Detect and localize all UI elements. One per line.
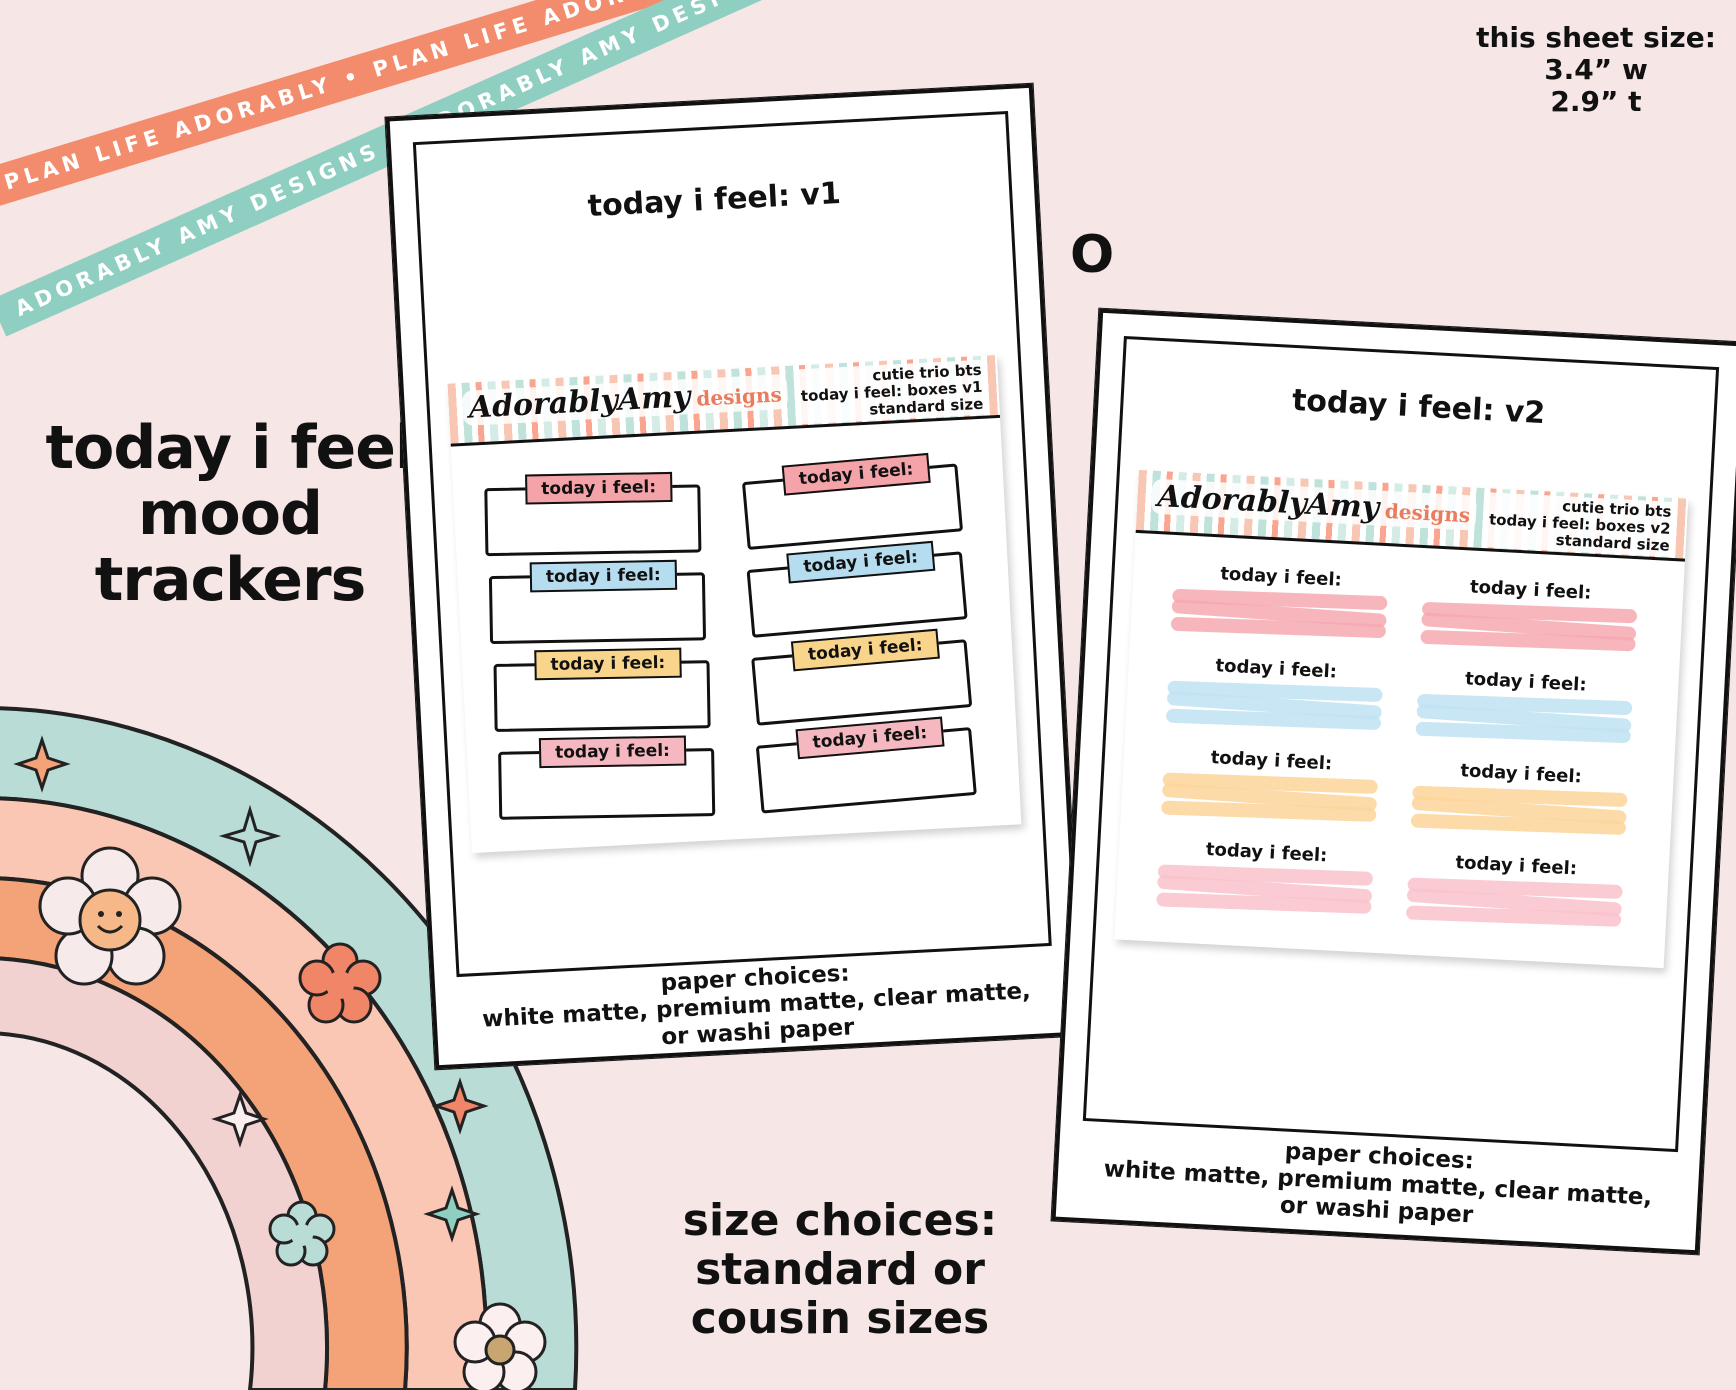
mood-box: today i feel: bbox=[746, 540, 968, 638]
headline: today i feel mood trackers bbox=[40, 415, 420, 613]
mood-box: today i feel: bbox=[751, 628, 973, 726]
mood-tag-label: today i feel: bbox=[781, 452, 931, 496]
mood-swatch: today i feel: bbox=[1410, 760, 1629, 839]
headline-line-2: mood bbox=[138, 479, 323, 549]
sheet-card-v1: today i feel: v1 AdorablyAmy designs cuti… bbox=[385, 83, 1083, 1070]
rainbow-illustration bbox=[0, 706, 579, 1390]
mood-box: today i feel: bbox=[484, 471, 702, 557]
mood-swatch-label: today i feel: bbox=[1469, 576, 1592, 604]
sparkle-icon bbox=[211, 1090, 269, 1148]
mood-swatch: today i feel: bbox=[1170, 563, 1389, 642]
sparkle-icon bbox=[218, 804, 282, 868]
mood-box: today i feel: bbox=[488, 559, 707, 645]
mood-box: today i feel: bbox=[755, 716, 977, 814]
mood-swatch-label: today i feel: bbox=[1459, 760, 1583, 788]
mood-box: today i feel: bbox=[493, 647, 711, 732]
mood-tag-label: today i feel: bbox=[534, 647, 682, 681]
mood-box: today i feel: bbox=[498, 735, 716, 820]
mood-swatch: today i feel: bbox=[1161, 747, 1379, 826]
headline-line-1: today i feel bbox=[45, 413, 415, 483]
mood-swatch-label: today i feel: bbox=[1210, 747, 1333, 775]
star-icon bbox=[431, 1077, 489, 1135]
sheet-card-v2: today i feel: v2 AdorablyAmy designs cuti… bbox=[1051, 308, 1736, 1255]
daisy-icon bbox=[453, 1302, 547, 1390]
smiley-flower-icon bbox=[38, 846, 182, 986]
mood-tag-label: today i feel: bbox=[790, 628, 940, 672]
sheet-size-width: 3.4” w bbox=[1544, 53, 1648, 86]
mood-swatch-label: today i feel: bbox=[1205, 839, 1328, 867]
mood-swatch-label: today i feel: bbox=[1219, 563, 1343, 591]
separator-mark: O bbox=[1070, 225, 1115, 285]
brand-logo: AdorablyAmy designs bbox=[461, 373, 789, 426]
banner-info-v1: cutie trio bts today i feel: boxes v1 st… bbox=[793, 359, 990, 425]
mood-box: today i feel: bbox=[741, 452, 964, 550]
sheet-size-info: this sheet size: 3.4” w 2.9” t bbox=[1476, 22, 1716, 118]
sheet-size-label: this sheet size: bbox=[1476, 21, 1716, 54]
mood-swatch: today i feel: bbox=[1415, 668, 1633, 747]
mood-swatch-label: today i feel: bbox=[1215, 655, 1338, 683]
sticker-sheet-v2: AdorablyAmy designs cutie trio bts today … bbox=[1114, 469, 1689, 969]
brand-logo: AdorablyAmy designs bbox=[1150, 478, 1478, 531]
banner-info-v2: cutie trio bts today i feel: boxes v2 st… bbox=[1481, 492, 1678, 558]
size-choices-line-1: size choices: bbox=[682, 1195, 998, 1246]
mood-tag-label: today i feel: bbox=[538, 735, 687, 769]
size-choices: size choices: standard or cousin sizes bbox=[680, 1196, 1000, 1343]
teal-flower-icon bbox=[268, 1200, 336, 1267]
headline-line-3: trackers bbox=[94, 545, 367, 615]
mood-swatch: today i feel: bbox=[1165, 655, 1384, 734]
sheet-size-height: 2.9” t bbox=[1550, 85, 1642, 118]
mood-tag-label: today i feel: bbox=[529, 559, 677, 593]
coral-flower-icon bbox=[298, 942, 382, 1024]
star-icon bbox=[423, 1185, 481, 1243]
mood-tag-label: today i feel: bbox=[786, 540, 936, 584]
sparkle-icon bbox=[13, 735, 71, 793]
mood-swatch: today i feel: bbox=[1405, 852, 1624, 931]
mood-swatch-label: today i feel: bbox=[1464, 668, 1588, 696]
mood-tag-label: today i feel: bbox=[525, 471, 673, 505]
mood-swatch: today i feel: bbox=[1156, 839, 1374, 918]
sticker-sheet-v1: AdorablyAmy designs cutie trio bts today … bbox=[447, 354, 1022, 854]
mood-tag-label: today i feel: bbox=[795, 716, 945, 760]
size-choices-line-2: standard or bbox=[695, 1244, 985, 1295]
mood-swatch-label: today i feel: bbox=[1455, 852, 1578, 880]
mood-swatch: today i feel: bbox=[1420, 576, 1638, 655]
size-choices-line-3: cousin sizes bbox=[690, 1293, 990, 1344]
